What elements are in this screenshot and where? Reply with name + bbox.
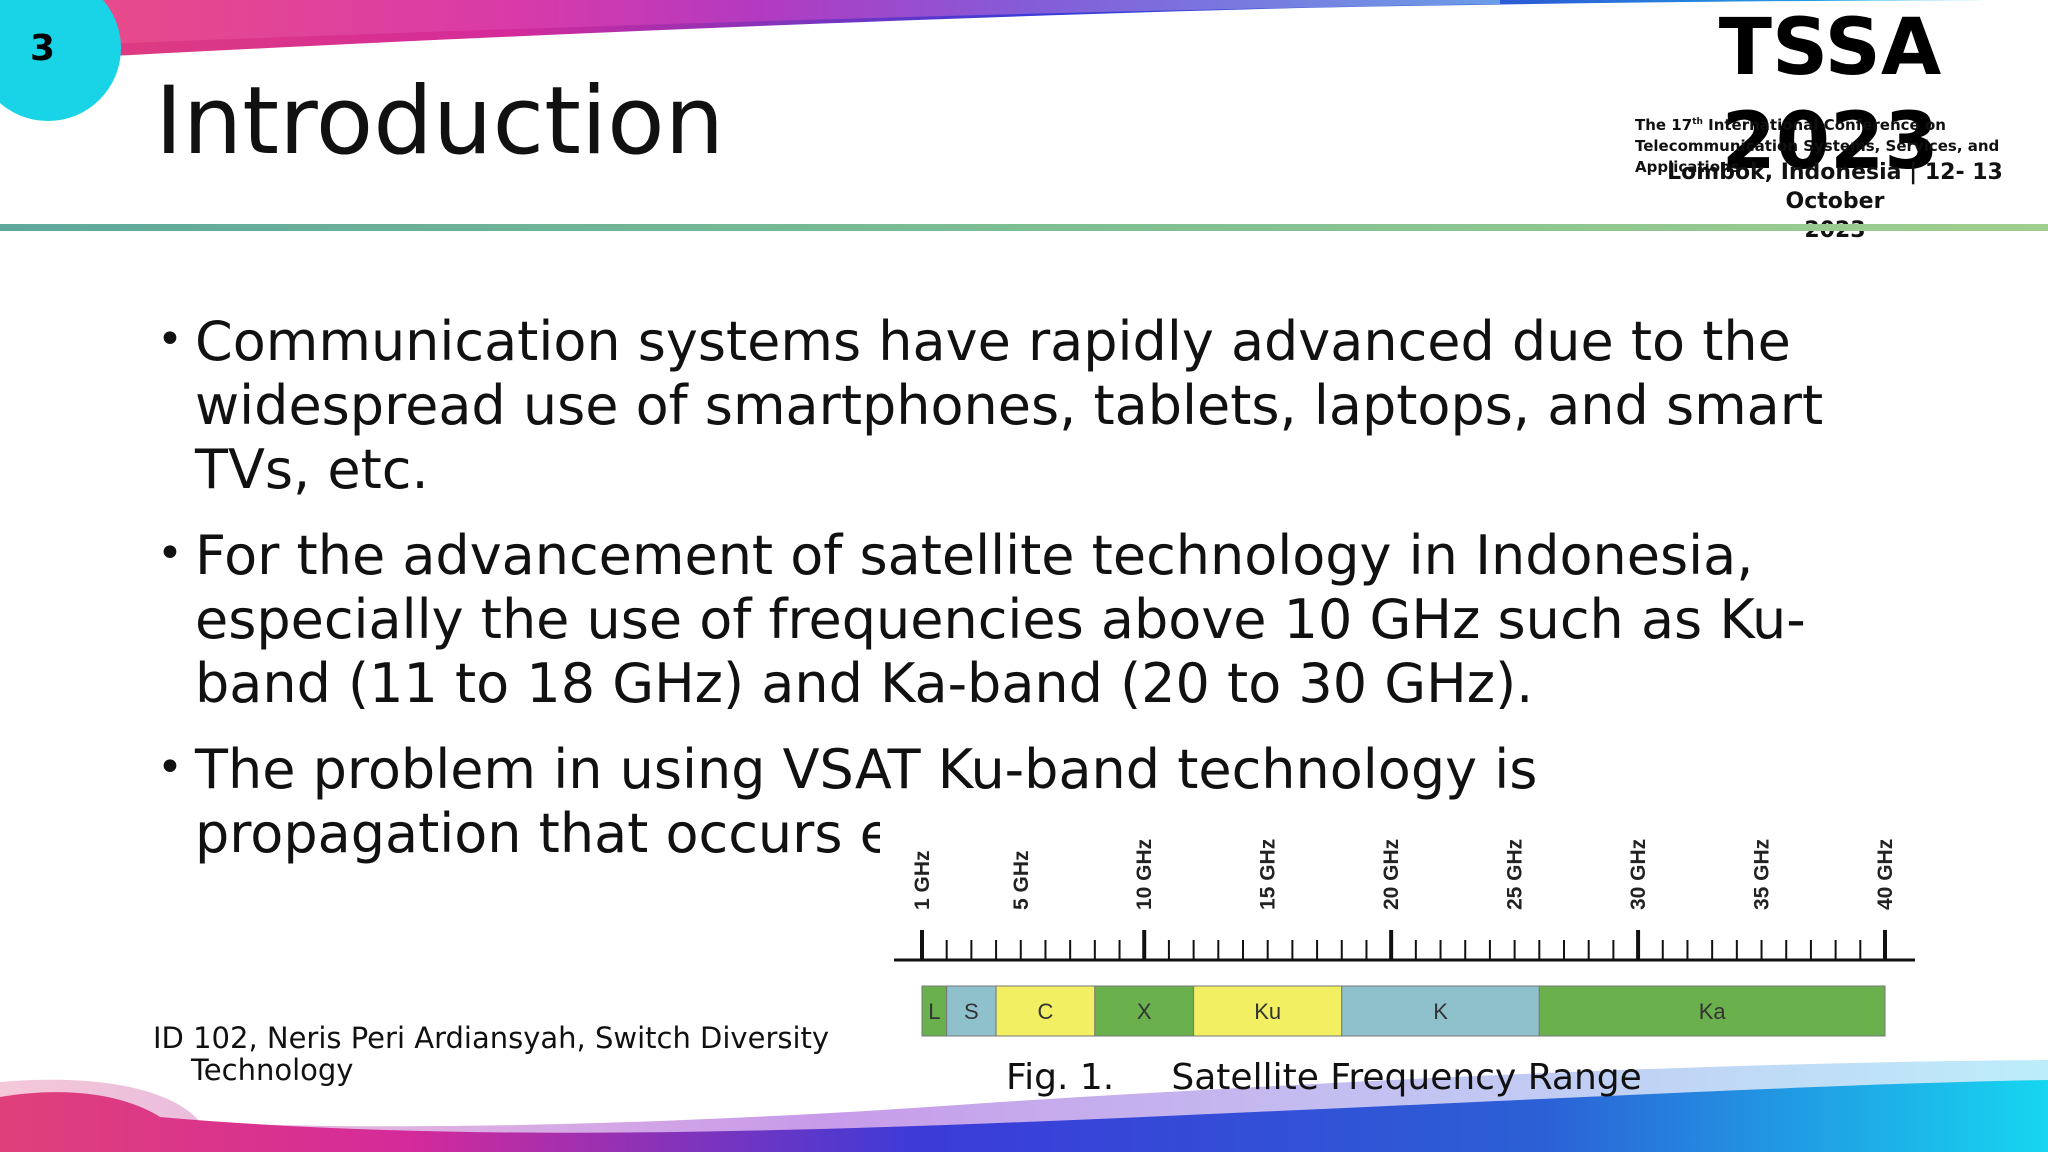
band-label: C (1038, 999, 1054, 1024)
bottom-decorative-swoosh (0, 1060, 2048, 1152)
tick-label: 25 GHz (1504, 839, 1527, 910)
tick-label: 1 GHz (911, 850, 934, 910)
bullet-list: Communication systems have rapidly advan… (155, 308, 1915, 888)
conference-line2: Telecommunication Systems, Services, and (1635, 137, 2000, 155)
page-title: Introduction (155, 67, 725, 176)
slide-number-badge (0, 0, 121, 121)
band-label: S (964, 999, 979, 1024)
band-ku (1193, 985, 1343, 1037)
tick-label: 35 GHz (1751, 839, 1774, 910)
conference-line3: Applications (1635, 158, 1740, 176)
tick-label: 40 GHz (1874, 839, 1897, 910)
conference-location: Lombok, Indonesia | 12- 13 October 2023 (1620, 158, 2048, 245)
frequency-figure: 1 GHz 5 GHz 10 GHz 15 GHz 20 GHz 25 GHz 30 GHz… (880, 810, 1920, 1050)
band-l (921, 985, 948, 1037)
logo-year: 2023 (1721, 97, 1939, 187)
conference-sup: th (1692, 117, 1703, 127)
tick-label: 30 GHz (1627, 839, 1650, 910)
band-x (1094, 985, 1195, 1037)
band-s (946, 985, 997, 1037)
bullet-item: For the advancement of satellite technol… (155, 522, 1915, 716)
band-label: Ku (1254, 999, 1281, 1024)
slide-number: 3 (30, 28, 56, 69)
band-label: K (1433, 999, 1448, 1024)
tick-label: 15 GHz (1257, 839, 1280, 910)
band-label: Ka (1699, 999, 1727, 1024)
conference-name: The 17th International Conference on Tel… (1635, 112, 2015, 178)
location-line1: Lombok, Indonesia | 12- 13 October (1667, 160, 2003, 214)
top-decorative-swoosh (0, 0, 2048, 62)
frequency-range-diagram: 1 GHz 5 GHz 10 GHz 15 GHz 20 GHz 25 GHz 30 GHz… (894, 839, 1915, 1037)
footer-citation: ID 102, Neris Peri Ardiansyah, Switch Di… (153, 1022, 829, 1086)
band-c (995, 985, 1096, 1037)
tick-label: 20 GHz (1380, 839, 1403, 910)
conference-line1-rest: International Conference on (1702, 116, 1946, 134)
band-label: X (1137, 999, 1152, 1024)
header-divider (0, 224, 2048, 231)
conference-line1: The 17 (1635, 116, 1693, 134)
tick-label: 5 GHz (1010, 850, 1033, 910)
logo-tssa: TSSA (1718, 3, 1942, 93)
footer-line1: ID 102, Neris Peri Ardiansyah, Switch Di… (153, 1021, 830, 1055)
tick-label: 10 GHz (1133, 839, 1156, 910)
bullet-item: Communication systems have rapidly advan… (155, 308, 1915, 502)
figure-caption: Fig. 1. Satellite Frequency Range (1006, 1057, 1642, 1098)
band-label: L (928, 999, 940, 1024)
footer-line2: Technology (191, 1053, 354, 1087)
band-ka (1538, 985, 1886, 1037)
band-k (1341, 985, 1540, 1037)
